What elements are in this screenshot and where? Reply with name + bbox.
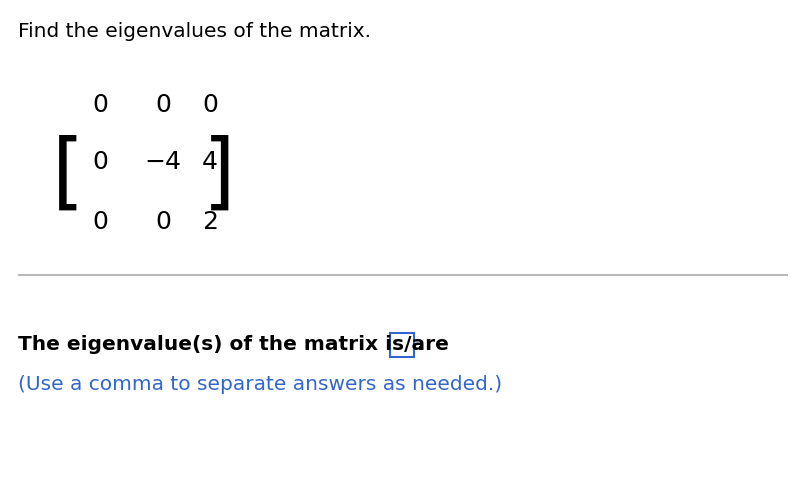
Text: [: [ xyxy=(52,134,85,215)
Text: −4: −4 xyxy=(144,150,181,174)
Text: (Use a comma to separate answers as needed.): (Use a comma to separate answers as need… xyxy=(18,375,502,394)
Text: The eigenvalue(s) of the matrix is/are: The eigenvalue(s) of the matrix is/are xyxy=(18,335,449,354)
Text: 0: 0 xyxy=(92,93,108,117)
Text: Find the eigenvalues of the matrix.: Find the eigenvalues of the matrix. xyxy=(18,22,371,41)
Text: 0: 0 xyxy=(92,150,108,174)
Text: 0: 0 xyxy=(155,210,171,234)
Text: 2: 2 xyxy=(202,210,218,234)
Text: 0: 0 xyxy=(155,93,171,117)
Text: 0: 0 xyxy=(92,210,108,234)
Text: 0: 0 xyxy=(202,93,218,117)
Text: ]: ] xyxy=(202,134,235,215)
Text: .: . xyxy=(417,335,425,354)
Bar xyxy=(390,333,414,357)
Text: 4: 4 xyxy=(202,150,218,174)
